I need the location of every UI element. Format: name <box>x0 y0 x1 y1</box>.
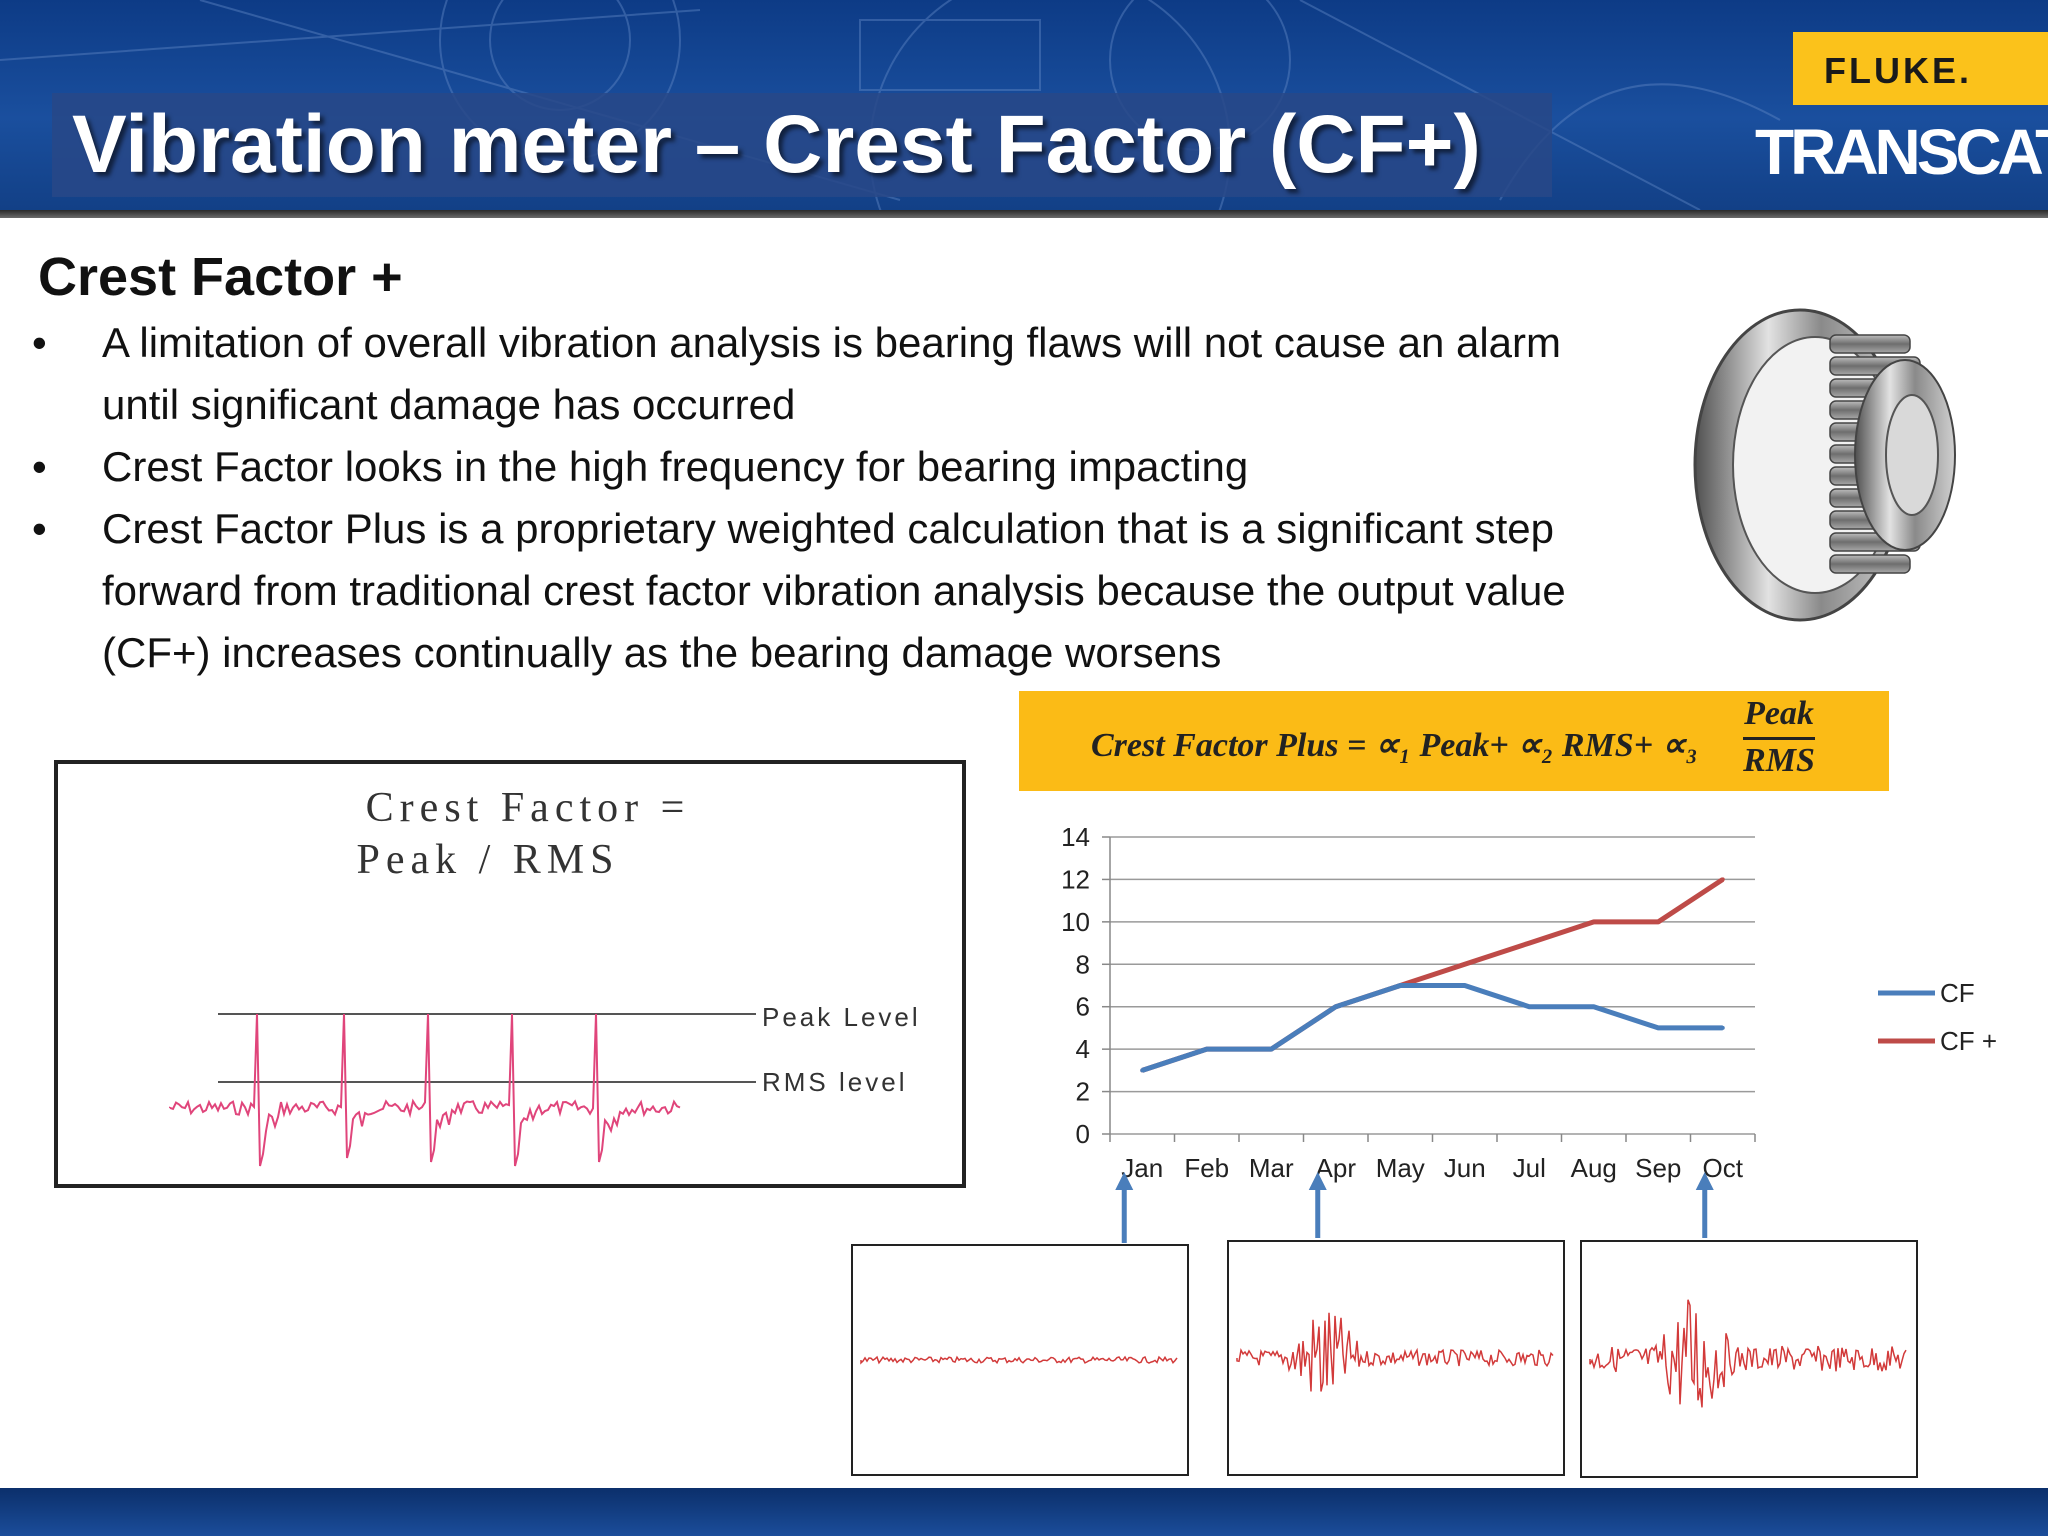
fraction-numerator: Peak <box>1744 695 1814 732</box>
x-tick-label: May <box>1376 1153 1425 1183</box>
data-point <box>1269 1047 1274 1052</box>
transcat-logo-text: TRANSCAT <box>1755 116 2048 188</box>
bullet-text: Crest Factor looks in the high frequency… <box>102 443 1249 490</box>
y-tick-label: 0 <box>1076 1119 1090 1149</box>
crest-factor-plus-equation: Crest Factor Plus = ∝₁ Peak+ ∝₂ RMS+ ∝₃ … <box>1019 691 1889 791</box>
y-tick-label: 6 <box>1076 992 1090 1022</box>
rms-level-label: RMS level <box>762 1067 908 1097</box>
data-point <box>1720 1025 1725 1030</box>
data-point <box>1269 1047 1274 1052</box>
x-tick-label: Jun <box>1444 1153 1486 1183</box>
crest-factor-formula-line2: Peak / RMS <box>356 837 620 883</box>
bullet-marker: • <box>32 505 47 552</box>
waveform-snapshot-oct <box>1580 1240 1918 1478</box>
data-point <box>1398 983 1403 988</box>
vibration-waveform <box>169 1013 756 1167</box>
x-tick-label: Sep <box>1635 1153 1681 1183</box>
x-tick-label: Aug <box>1571 1153 1617 1183</box>
y-tick-label: 8 <box>1076 949 1090 979</box>
x-tick-label: Oct <box>1703 1153 1744 1183</box>
x-tick-label: Mar <box>1249 1153 1294 1183</box>
section-heading: Crest Factor + <box>38 247 403 307</box>
bullet-item: • Crest Factor looks in the high frequenc… <box>30 436 1600 498</box>
x-tick-label: Jan <box>1121 1153 1163 1183</box>
data-point <box>1462 983 1467 988</box>
bullet-text: Crest Factor Plus is a proprietary weigh… <box>102 505 1566 676</box>
crest-factor-formula-line1: Crest Factor = <box>365 785 691 831</box>
data-point <box>1591 1004 1596 1009</box>
fraction-denominator: RMS <box>1743 742 1815 779</box>
data-point <box>1398 983 1403 988</box>
y-tick-label: 10 <box>1061 907 1090 937</box>
legend-label: CF <box>1940 978 1975 1008</box>
waveform-snapshot-apr <box>1227 1240 1565 1476</box>
peak-level-label: Peak Level <box>762 1002 921 1032</box>
chart-gridlines <box>1110 836 1755 1135</box>
equation-fraction: Peak RMS <box>1743 695 1815 782</box>
slide-title: Vibration meter – Crest Factor (CF+) <box>72 99 1481 190</box>
chart-series <box>1140 877 1725 1073</box>
data-point <box>1656 1025 1661 1030</box>
snapshot-trace <box>860 1355 1178 1365</box>
waveform-trace <box>169 1013 681 1167</box>
up-arrow-head <box>1308 1172 1327 1190</box>
data-point <box>1333 1004 1338 1009</box>
slide-footer <box>0 1488 2048 1536</box>
fluke-logo-text: FLUKE. <box>1824 50 1972 91</box>
data-point <box>1527 1004 1532 1009</box>
snapshot-trace <box>1589 1299 1907 1408</box>
month-arrows <box>1115 1172 1714 1243</box>
waveform-snapshot-jan <box>851 1244 1189 1476</box>
series-line-cf-plus <box>1141 877 1725 1073</box>
data-point <box>1140 1068 1145 1073</box>
header-divider <box>0 210 2048 218</box>
data-point <box>1656 919 1661 924</box>
bullet-text: A limitation of overall vibration analys… <box>102 319 1562 428</box>
data-point <box>1333 1004 1338 1009</box>
data-point <box>1204 1047 1209 1052</box>
x-tick-label: Feb <box>1184 1153 1229 1183</box>
crest-factor-diagram: Crest Factor = Peak / RMS Peak Level RMS… <box>54 760 966 1188</box>
up-arrow-head <box>1115 1172 1134 1190</box>
data-point <box>1527 941 1532 946</box>
bullet-item: • Crest Factor Plus is a proprietary weig… <box>30 498 1600 684</box>
legend-label: CF + <box>1940 1026 1997 1056</box>
data-point <box>1462 962 1467 967</box>
data-point <box>1204 1047 1209 1052</box>
bearing-image <box>1693 308 1956 622</box>
bullet-item: • A limitation of overall vibration analy… <box>30 312 1600 436</box>
series-line-cf <box>1141 983 1723 1073</box>
chart-axes: 0 2 4 6 8 10 12 14 Jan Feb Mar Apr May Jun Jul Aug Sep Oc… <box>1061 822 1756 1183</box>
chart-legend: CF CF + <box>1878 978 1997 1056</box>
x-tick-label: Jul <box>1513 1153 1546 1183</box>
up-arrow-head <box>1695 1172 1714 1190</box>
equation-text: Crest Factor Plus = ∝₁ Peak+ ∝₂ RMS+ ∝₃ <box>1091 727 1698 764</box>
data-point <box>1591 919 1596 924</box>
fluke-logo: FLUKE. <box>1793 32 2048 105</box>
snapshot-trace <box>1236 1312 1554 1392</box>
y-tick-label: 12 <box>1061 864 1090 894</box>
bullet-marker: • <box>32 319 47 366</box>
transcat-logo: TRANSCAT® <box>1755 115 2048 189</box>
bullet-list: • A limitation of overall vibration analy… <box>30 312 1600 684</box>
y-tick-label: 14 <box>1061 822 1090 852</box>
data-point <box>1720 877 1725 882</box>
y-tick-label: 4 <box>1076 1034 1090 1064</box>
data-point <box>1140 1068 1145 1073</box>
title-band <box>52 93 1552 197</box>
bullet-marker: • <box>32 443 47 490</box>
fraction-bar <box>1743 737 1815 740</box>
x-tick-label: Apr <box>1316 1153 1357 1183</box>
y-tick-label: 2 <box>1076 1077 1090 1107</box>
